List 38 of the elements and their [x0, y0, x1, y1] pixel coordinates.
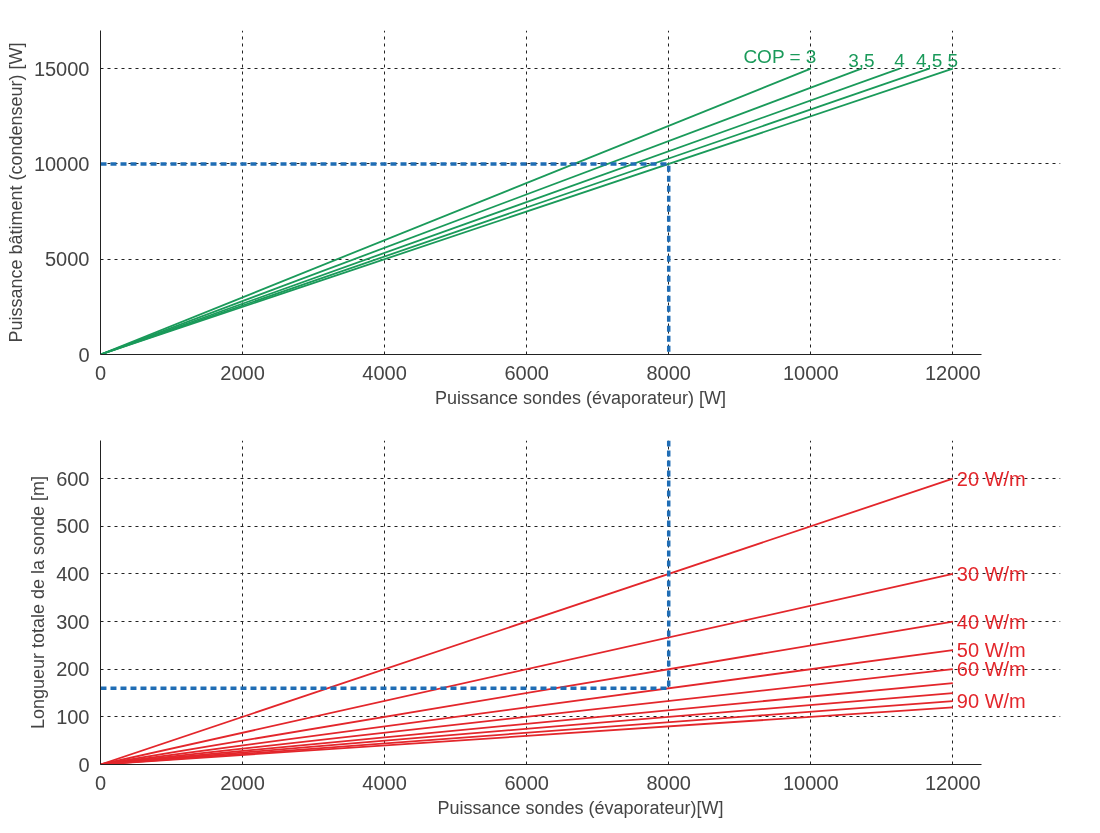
x-tick-label: 0	[94, 771, 107, 794]
series-label: 30 W/m	[956, 562, 1026, 585]
y-tick-label: 400	[56, 562, 90, 585]
y-tick-label: 5000	[45, 248, 90, 271]
series-label: 4	[894, 49, 906, 71]
x-tick-label: 8000	[646, 771, 691, 794]
y-tick-label: 200	[56, 658, 90, 681]
y-axis-title: Puissance bâtiment (condenseur) [W]	[5, 42, 26, 343]
series-label: 5	[947, 49, 959, 71]
y-tick-label: 100	[56, 705, 90, 728]
series-label: 90 W/m	[956, 690, 1026, 713]
series-label: 4,5	[915, 49, 943, 71]
y-tick-label: 300	[56, 610, 90, 633]
y-tick-label: 0	[78, 343, 90, 366]
x-tick-label: 0	[94, 361, 107, 384]
x-tick-label: 10000	[782, 361, 839, 384]
x-tick-label: 4000	[362, 771, 407, 794]
series-label: 40 W/m	[956, 610, 1026, 633]
x-tick-label: 12000	[925, 361, 981, 384]
x-tick-label: 10000	[782, 771, 839, 794]
x-tick-label: 6000	[504, 771, 549, 794]
x-tick-label: 12000	[925, 771, 981, 794]
x-tick-label: 2000	[220, 771, 265, 794]
y-tick-label: 0	[78, 753, 90, 776]
x-axis-title: Puissance sondes (évaporateur) [W]	[434, 387, 727, 408]
series-label: 20 W/m	[956, 467, 1026, 490]
y-axis-title: Longueur totale de la sonde [m]	[28, 475, 49, 730]
series-label: 3,5	[848, 49, 875, 71]
y-tick-label: 15000	[33, 57, 90, 80]
x-tick-label: 2000	[220, 361, 265, 384]
x-axis-title: Puissance sondes (évaporateur)[W]	[437, 797, 724, 818]
x-tick-label: 6000	[504, 361, 549, 384]
x-tick-label: 4000	[362, 361, 407, 384]
series-label: COP = 3	[743, 45, 817, 67]
y-tick-label: 600	[56, 467, 90, 490]
y-tick-label: 10000	[33, 152, 90, 175]
y-tick-label: 500	[56, 515, 90, 538]
x-tick-label: 8000	[646, 361, 691, 384]
